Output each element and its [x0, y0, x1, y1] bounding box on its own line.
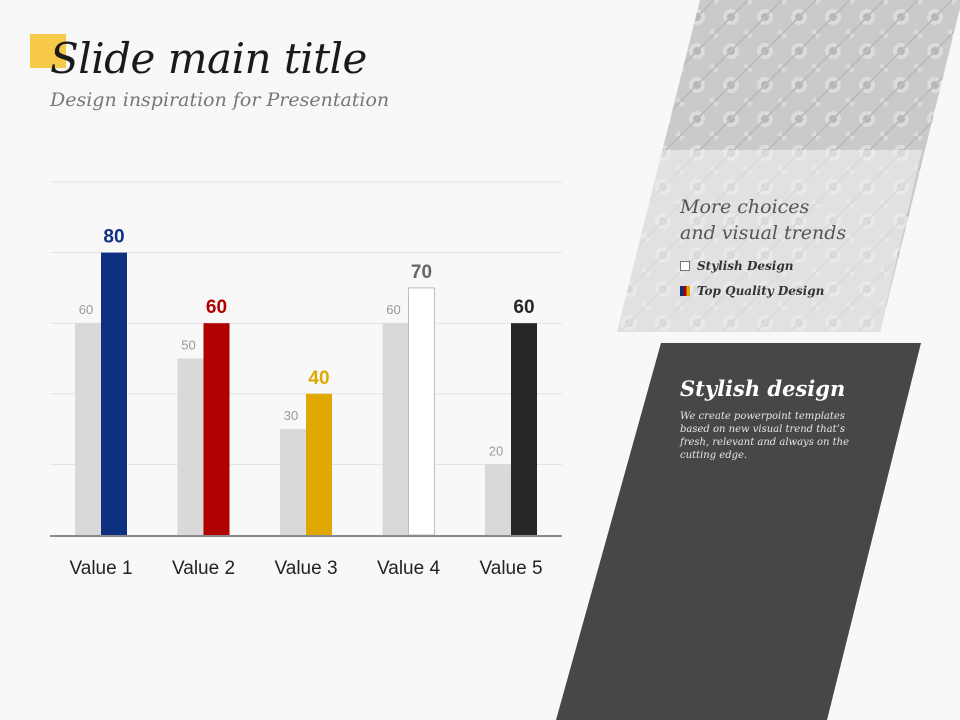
legend-swatch-white: [680, 261, 690, 271]
legend-item-stylish: Stylish Design: [680, 259, 793, 273]
x-tick-label: Value 3: [274, 558, 337, 579]
bar-series-2: [306, 393, 332, 535]
bar-series-2: [101, 252, 127, 535]
bar-series-1: [382, 323, 409, 535]
side-panel-heading: More choices and visual trends: [680, 194, 900, 246]
data-label-series-1: 50: [181, 338, 195, 353]
legend-swatch-tricolor: [680, 286, 690, 296]
title-accent-square: [30, 34, 66, 68]
x-tick-label: Value 1: [69, 558, 132, 579]
bar-series-1: [280, 429, 306, 535]
data-label-series-1: 60: [79, 302, 93, 317]
legend-item-quality: Top Quality Design: [680, 284, 824, 298]
legend-label: Stylish Design: [697, 259, 794, 273]
data-label-series-1: 20: [489, 443, 503, 458]
dark-panel-body: We create powerpoint templates based on …: [680, 411, 850, 461]
bar-series-2: [408, 287, 435, 536]
data-label-series-2: 60: [206, 297, 227, 318]
bar-series-1: [75, 323, 101, 535]
bar-series-2: [203, 323, 230, 535]
x-tick-label: Value 5: [479, 558, 542, 579]
data-label-series-2: 40: [308, 368, 329, 389]
slide-subtitle: Design inspiration for Presentation: [50, 89, 390, 111]
dark-panel-title: Stylish design: [680, 376, 846, 401]
legend-label: Top Quality Design: [697, 284, 825, 298]
data-label-series-2: 70: [411, 262, 432, 283]
side-heading-line2: and visual trends: [680, 222, 847, 244]
side-heading-line1: More choices: [680, 196, 810, 218]
bar-series-2: [511, 323, 537, 535]
x-tick-label: Value 4: [377, 558, 440, 579]
bar-series-1: [177, 358, 204, 535]
data-label-series-2: 60: [513, 297, 534, 318]
bar-series-1: [485, 464, 511, 535]
data-label-series-2: 80: [103, 227, 124, 248]
data-label-series-1: 30: [284, 408, 298, 423]
x-tick-label: Value 2: [172, 558, 235, 579]
data-label-series-1: 60: [386, 302, 400, 317]
slide-title: Slide main title: [50, 34, 367, 83]
